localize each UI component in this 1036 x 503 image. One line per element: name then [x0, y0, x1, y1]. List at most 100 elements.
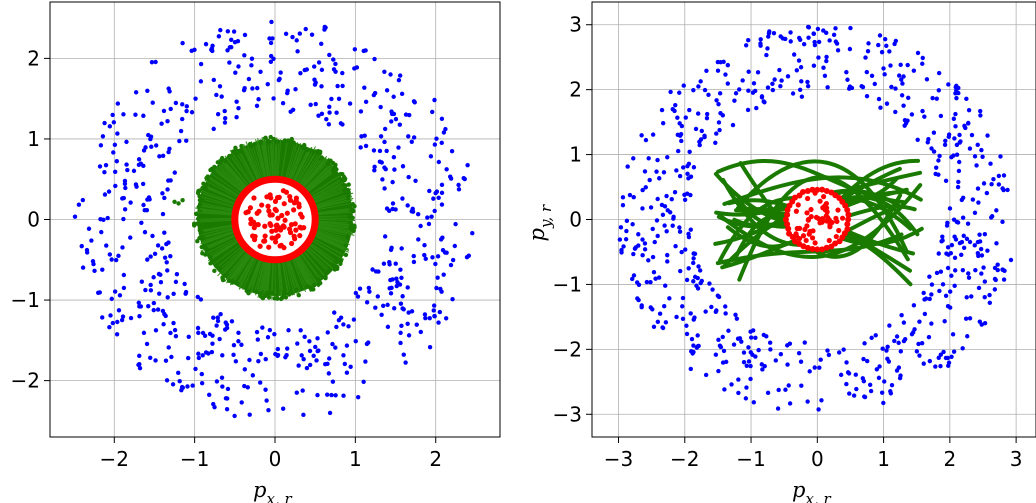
data-point — [212, 404, 217, 410]
data-point — [429, 214, 434, 219]
data-point — [434, 189, 440, 194]
data-point — [409, 139, 414, 144]
data-point — [951, 116, 957, 121]
data-point — [397, 282, 403, 287]
red-ring-series — [231, 175, 319, 264]
data-point — [805, 83, 811, 89]
data-point — [977, 232, 982, 237]
data-point — [338, 171, 343, 177]
data-point — [1002, 268, 1007, 274]
data-point — [620, 195, 626, 200]
data-point — [258, 140, 263, 145]
data-point — [949, 273, 954, 278]
data-point — [168, 330, 173, 336]
data-point — [382, 186, 387, 191]
data-point — [347, 220, 353, 226]
data-point — [146, 304, 151, 309]
data-point — [443, 126, 448, 132]
data-point — [406, 174, 411, 180]
data-point — [342, 177, 347, 183]
data-point — [682, 197, 688, 203]
data-point — [382, 139, 387, 145]
data-point — [704, 68, 709, 73]
data-point — [295, 341, 300, 346]
data-point — [289, 140, 294, 146]
data-point — [399, 246, 404, 251]
data-point — [956, 179, 961, 185]
data-point — [311, 353, 316, 359]
data-point — [180, 40, 185, 46]
data-point — [225, 29, 231, 34]
data-point — [336, 96, 342, 102]
data-point — [776, 387, 781, 393]
data-point — [750, 328, 756, 333]
data-point — [196, 355, 202, 361]
data-point — [314, 149, 320, 154]
data-point — [176, 201, 181, 206]
data-point — [325, 269, 331, 274]
data-point — [746, 359, 752, 364]
data-point — [694, 283, 699, 288]
data-point — [293, 227, 299, 233]
data-point — [271, 136, 277, 142]
data-point — [882, 72, 887, 77]
data-point — [949, 242, 955, 248]
data-point — [470, 230, 475, 236]
data-point — [936, 88, 942, 93]
data-point — [284, 210, 290, 216]
data-point — [803, 237, 809, 244]
data-point — [950, 332, 956, 337]
data-point — [961, 233, 966, 238]
data-point — [437, 309, 443, 315]
data-point — [120, 245, 125, 250]
data-point — [808, 214, 814, 220]
data-point — [246, 76, 252, 82]
data-point — [987, 292, 992, 298]
data-point — [972, 243, 977, 248]
data-point — [741, 350, 747, 355]
data-point — [137, 353, 142, 359]
data-point — [828, 189, 835, 196]
data-point — [946, 132, 952, 137]
data-point — [425, 215, 430, 220]
data-point — [929, 292, 934, 297]
data-point — [120, 196, 125, 201]
data-point — [806, 231, 812, 237]
data-point — [284, 352, 289, 358]
data-point — [170, 382, 176, 387]
data-point — [199, 371, 205, 377]
data-point — [401, 352, 406, 357]
data-point — [393, 116, 399, 122]
x-tick-label: −1 — [736, 447, 765, 471]
data-point — [304, 67, 310, 72]
data-point — [844, 226, 851, 233]
data-point — [168, 253, 173, 259]
data-point — [654, 218, 660, 223]
data-point — [439, 289, 444, 294]
data-point — [345, 187, 351, 193]
data-point — [713, 140, 718, 145]
data-point — [426, 221, 432, 227]
data-point — [91, 261, 96, 267]
data-point — [799, 383, 804, 388]
data-point — [184, 104, 190, 109]
data-point — [346, 192, 351, 198]
data-point — [954, 88, 959, 93]
data-point — [927, 296, 932, 302]
data-point — [239, 342, 244, 347]
data-point — [195, 221, 201, 227]
data-point — [965, 221, 971, 226]
data-point — [169, 354, 174, 360]
data-point — [157, 154, 162, 159]
data-point — [673, 244, 678, 249]
data-point — [214, 92, 219, 98]
data-point — [807, 369, 812, 374]
data-point — [265, 290, 270, 296]
x-tick-label: −3 — [604, 447, 633, 471]
data-point — [959, 239, 965, 245]
data-point — [992, 287, 998, 292]
data-point — [341, 393, 346, 398]
data-point — [836, 227, 842, 234]
data-point — [431, 196, 436, 201]
data-point — [309, 148, 315, 153]
